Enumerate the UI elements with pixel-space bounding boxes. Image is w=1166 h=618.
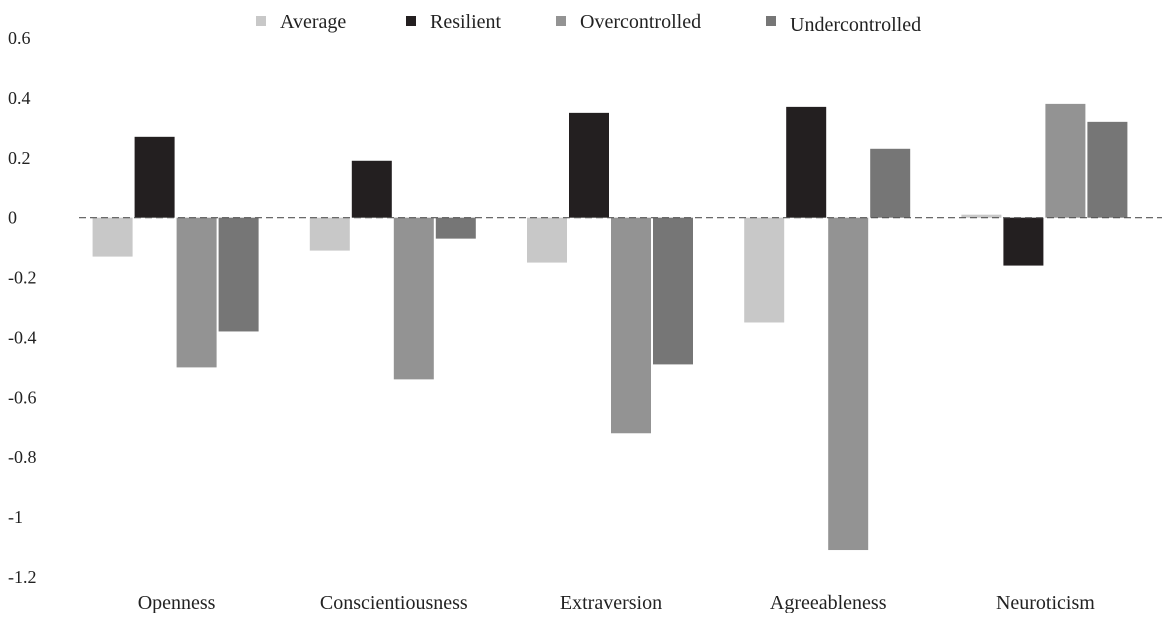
legend-label-average: Average	[280, 11, 346, 33]
y-tick-label: 0.6	[8, 28, 31, 48]
bar-undercontrolled-extraversion	[653, 217, 693, 365]
bar-overcontrolled-conscientiousness	[393, 217, 434, 380]
legend-label-undercontrolled: Undercontrolled	[790, 14, 921, 36]
x-category-label: Openness	[138, 592, 216, 613]
bar-average-agreeableness	[744, 217, 785, 323]
y-tick-label: -0.4	[8, 327, 37, 347]
legend-swatch-undercontrolled	[766, 16, 776, 26]
bar-average-neuroticism	[961, 214, 1002, 218]
bar-overcontrolled-agreeableness	[828, 217, 869, 551]
legend-swatch-resilient	[406, 16, 416, 26]
legend-swatch-overcontrolled	[556, 16, 566, 26]
y-tick-label: -0.6	[8, 387, 37, 407]
bar-resilient-agreeableness	[786, 106, 827, 218]
bar-average-extraversion	[527, 217, 567, 263]
x-category-label: Agreeableness	[770, 592, 887, 613]
bar-resilient-neuroticism	[1003, 217, 1044, 266]
y-tick-label: -0.8	[8, 447, 37, 467]
y-tick-label: 0.2	[8, 148, 31, 168]
y-tick-label: 0.4	[8, 88, 31, 108]
legend-label-resilient: Resilient	[430, 11, 502, 33]
y-tick-label: -1	[8, 507, 23, 527]
bar-resilient-openness	[134, 136, 175, 218]
bar-resilient-conscientiousness	[351, 160, 392, 218]
x-category-label: Conscientiousness	[320, 592, 468, 613]
y-tick-label: -1.2	[8, 567, 37, 587]
bar-undercontrolled-conscientiousness	[435, 217, 476, 239]
bar-overcontrolled-neuroticism	[1045, 103, 1086, 218]
bar-overcontrolled-extraversion	[611, 217, 651, 434]
bar-undercontrolled-openness	[218, 217, 259, 332]
y-tick-label: -0.2	[8, 268, 37, 288]
bar-overcontrolled-openness	[176, 217, 217, 368]
y-tick-label: 0	[8, 208, 17, 228]
bar-average-openness	[92, 217, 133, 257]
legend-swatch-average	[256, 16, 266, 26]
x-category-label: Neuroticism	[996, 592, 1095, 613]
legend-label-overcontrolled: Overcontrolled	[580, 11, 701, 33]
bar-undercontrolled-neuroticism	[1087, 121, 1128, 218]
x-category-label: Extraversion	[560, 592, 662, 613]
bar-undercontrolled-agreeableness	[870, 148, 911, 218]
bar-resilient-extraversion	[569, 112, 609, 218]
bar-average-conscientiousness	[309, 217, 350, 251]
